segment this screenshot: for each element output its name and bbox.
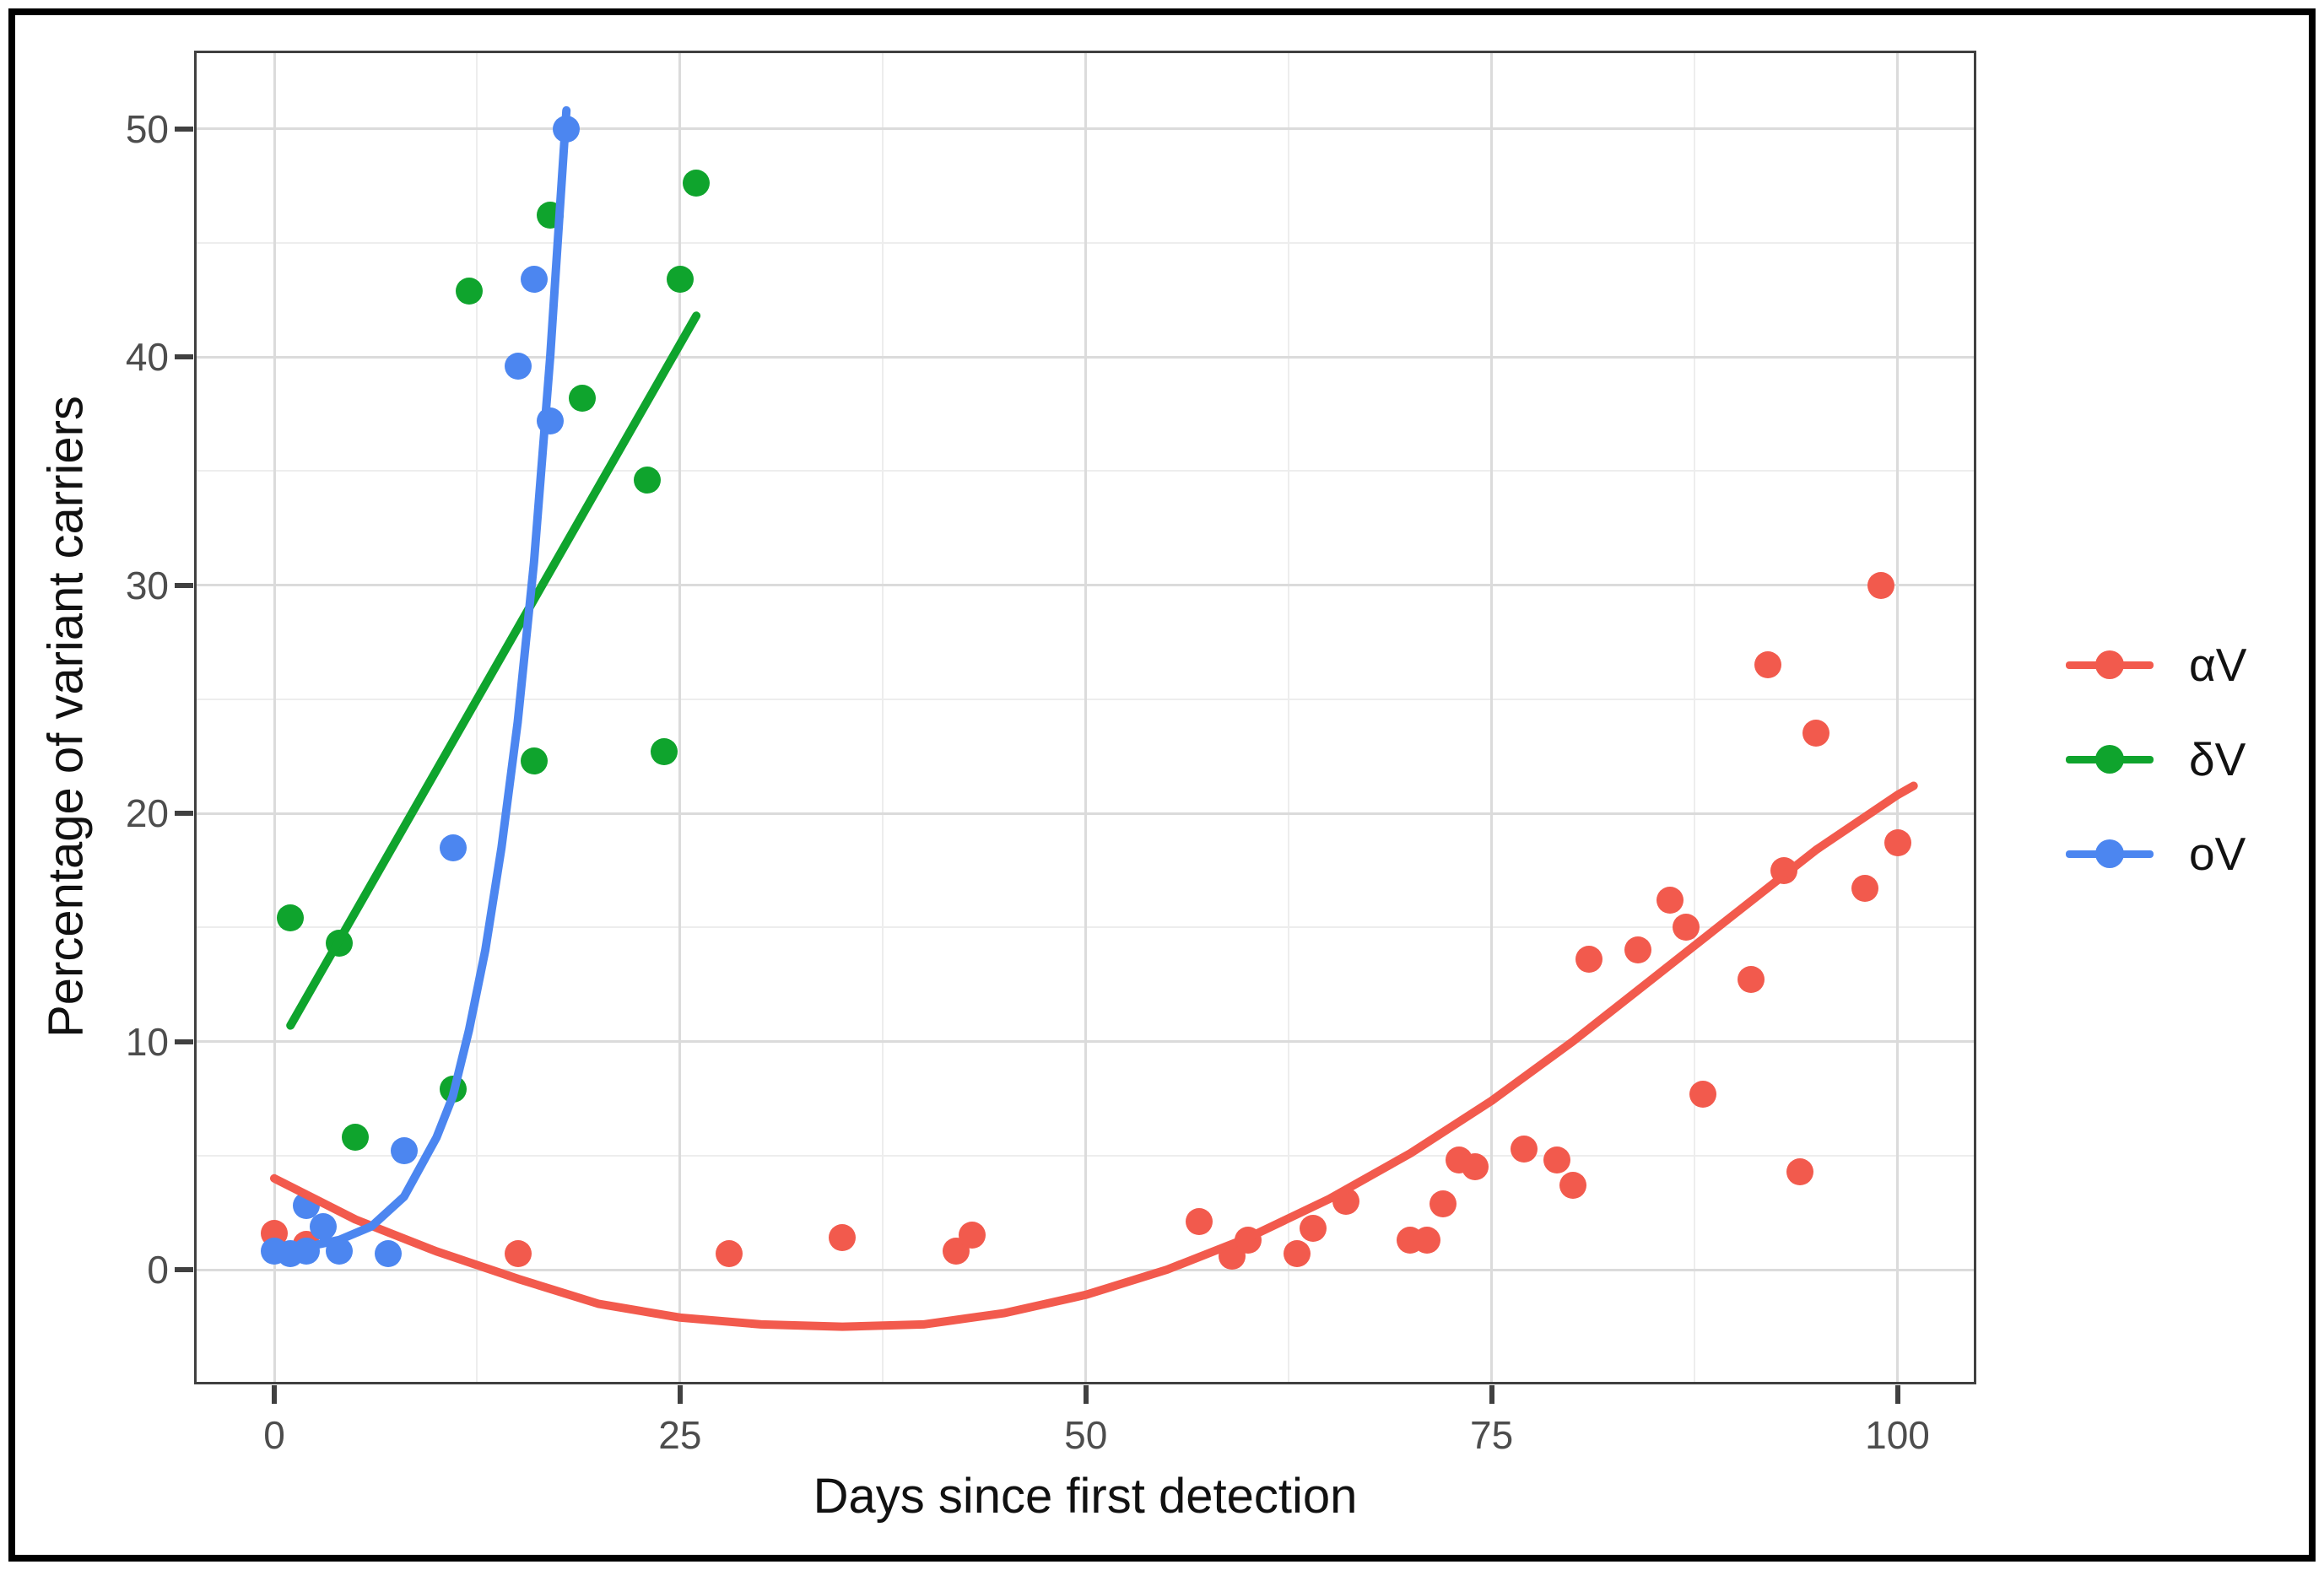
data-point-δV bbox=[666, 266, 694, 294]
y-tick-label: 40 bbox=[125, 335, 169, 379]
legend-key-omicron bbox=[2066, 839, 2154, 869]
data-point-αV bbox=[1689, 1080, 1716, 1108]
data-point-oV bbox=[504, 352, 532, 380]
y-tick-label: 50 bbox=[125, 106, 169, 151]
y-tick-mark bbox=[175, 1267, 193, 1272]
data-point-αV bbox=[1300, 1215, 1327, 1243]
legend-label-omicron: oV bbox=[2189, 828, 2246, 880]
data-point-δV bbox=[634, 467, 662, 494]
data-point-αV bbox=[715, 1240, 743, 1268]
x-tick-mark bbox=[1489, 1385, 1494, 1404]
x-tick-label: 100 bbox=[1865, 1413, 1930, 1457]
gridline-x-minor bbox=[476, 51, 478, 1384]
data-point-oV bbox=[309, 1212, 337, 1240]
gridline-x-minor bbox=[882, 51, 884, 1384]
data-point-αV bbox=[1186, 1208, 1213, 1236]
y-tick-mark bbox=[175, 1039, 193, 1044]
legend-item-alpha: αV bbox=[2066, 639, 2247, 691]
x-tick-label: 0 bbox=[263, 1413, 285, 1457]
x-tick-label: 25 bbox=[658, 1413, 702, 1457]
x-tick-mark bbox=[677, 1385, 683, 1404]
legend-key-alpha bbox=[2066, 650, 2154, 680]
legend-key-delta bbox=[2066, 744, 2154, 774]
y-tick-label: 0 bbox=[147, 1248, 169, 1292]
x-axis-title: Days since first detection bbox=[813, 1469, 1358, 1524]
data-point-αV bbox=[1624, 936, 1651, 964]
data-point-αV bbox=[1738, 966, 1765, 994]
x-tick-label: 50 bbox=[1064, 1413, 1108, 1457]
x-tick-mark bbox=[1083, 1385, 1089, 1404]
data-point-αV bbox=[1283, 1240, 1311, 1268]
data-point-δV bbox=[683, 170, 711, 197]
gridline-x-minor bbox=[1288, 51, 1290, 1384]
data-point-δV bbox=[342, 1124, 370, 1152]
legend-dot-icon bbox=[2095, 745, 2124, 774]
y-tick-label: 30 bbox=[125, 563, 169, 607]
data-point-δV bbox=[569, 384, 597, 412]
data-point-αV bbox=[1575, 946, 1603, 974]
data-point-αV bbox=[1851, 875, 1879, 903]
gridline-x-major bbox=[1490, 51, 1494, 1384]
legend-dot-icon bbox=[2095, 650, 2124, 679]
data-point-αV bbox=[1543, 1146, 1570, 1174]
data-point-αV bbox=[1429, 1190, 1457, 1217]
data-point-αV bbox=[1673, 914, 1700, 941]
gridline-x-major bbox=[678, 51, 682, 1384]
y-axis-title: Percentage of variant carriers bbox=[38, 396, 94, 1038]
legend-dot-icon bbox=[2095, 839, 2124, 868]
data-point-αV bbox=[1559, 1171, 1586, 1199]
data-point-αV bbox=[1802, 720, 1830, 747]
data-point-αV bbox=[1884, 829, 1911, 857]
y-tick-mark bbox=[175, 811, 193, 816]
legend-item-delta: δV bbox=[2066, 733, 2246, 785]
data-point-αV bbox=[1754, 651, 1781, 679]
y-tick-label: 20 bbox=[125, 791, 169, 835]
legend-label-alpha: αV bbox=[2189, 639, 2247, 691]
x-tick-label: 75 bbox=[1470, 1413, 1514, 1457]
gridline-x-minor bbox=[1694, 51, 1696, 1384]
data-point-αV bbox=[1462, 1153, 1489, 1181]
trend-line-δV bbox=[286, 311, 701, 1030]
data-point-αV bbox=[1786, 1157, 1814, 1185]
data-point-αV bbox=[829, 1224, 857, 1252]
data-point-oV bbox=[390, 1137, 418, 1165]
legend-label-delta: δV bbox=[2189, 733, 2246, 785]
data-point-δV bbox=[520, 747, 548, 774]
data-point-αV bbox=[1657, 886, 1684, 914]
trend-lines bbox=[270, 105, 1918, 1331]
data-point-δV bbox=[650, 737, 678, 765]
x-tick-mark bbox=[272, 1385, 277, 1404]
trend-line-oV bbox=[270, 105, 571, 1256]
plot-panel bbox=[194, 51, 1976, 1384]
gridline-x-major bbox=[1896, 51, 1899, 1384]
legend-item-omicron: oV bbox=[2066, 828, 2246, 880]
gridline-x-major bbox=[1084, 51, 1088, 1384]
trend-line-αV bbox=[270, 781, 1918, 1331]
data-point-αV bbox=[1511, 1135, 1538, 1163]
y-tick-mark bbox=[175, 354, 193, 359]
data-point-δV bbox=[455, 277, 483, 305]
data-point-αV bbox=[1867, 571, 1895, 599]
y-tick-mark bbox=[175, 582, 193, 588]
data-point-oV bbox=[439, 834, 467, 861]
y-tick-mark bbox=[175, 126, 193, 132]
data-point-αV bbox=[1413, 1226, 1440, 1254]
data-point-αV bbox=[504, 1240, 532, 1268]
x-tick-mark bbox=[1894, 1385, 1900, 1404]
data-point-oV bbox=[374, 1240, 402, 1268]
data-point-δV bbox=[277, 904, 305, 932]
data-point-oV bbox=[520, 266, 548, 294]
y-tick-label: 10 bbox=[125, 1019, 169, 1064]
data-point-αV bbox=[959, 1222, 986, 1249]
gridline-x-major bbox=[273, 51, 276, 1384]
